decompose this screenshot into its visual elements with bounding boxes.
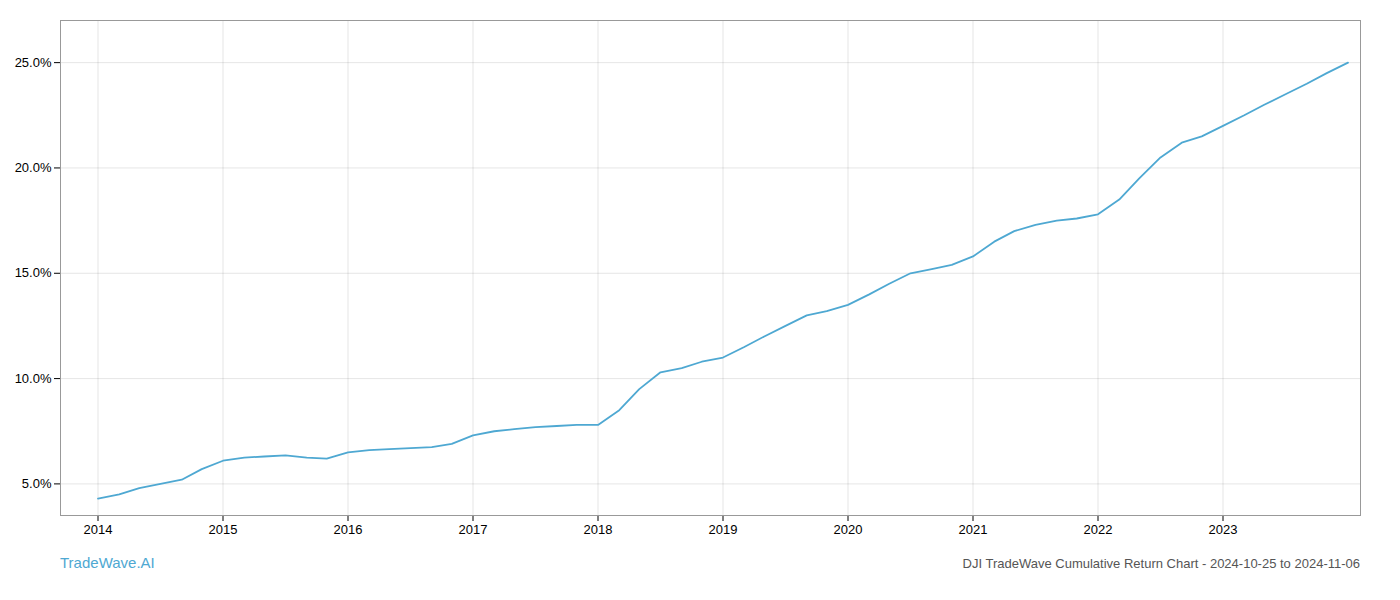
svg-text:2023: 2023 [1209, 522, 1238, 537]
svg-text:10.0%: 10.0% [15, 371, 52, 386]
svg-text:2020: 2020 [834, 522, 863, 537]
svg-text:2019: 2019 [709, 522, 738, 537]
svg-text:2021: 2021 [959, 522, 988, 537]
svg-text:2017: 2017 [459, 522, 488, 537]
svg-text:20.0%: 20.0% [15, 160, 52, 175]
svg-text:5.0%: 5.0% [22, 476, 52, 491]
svg-text:2016: 2016 [334, 522, 363, 537]
svg-text:25.0%: 25.0% [15, 55, 52, 70]
svg-text:15.0%: 15.0% [15, 265, 52, 280]
html-text:DJI TradeWave Cumulative Retur: DJI TradeWave Cumulative Return Chart - … [962, 556, 1360, 571]
svg-text:2015: 2015 [209, 522, 238, 537]
html-text:TradeWave.AI: TradeWave.AI [60, 554, 155, 571]
svg-text:2018: 2018 [584, 522, 613, 537]
svg-text:2022: 2022 [1084, 522, 1113, 537]
svg-text:2014: 2014 [84, 522, 113, 537]
